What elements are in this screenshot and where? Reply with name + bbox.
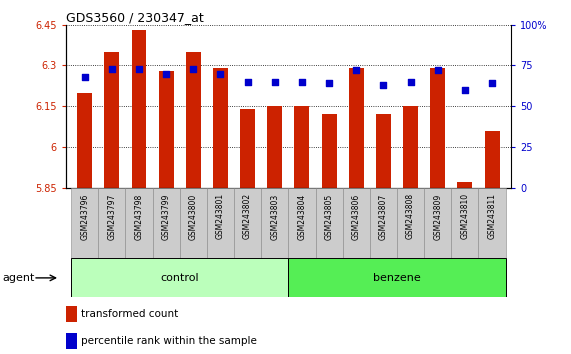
Point	[460, 87, 469, 93]
Point	[352, 68, 361, 73]
Bar	[485, 131, 500, 188]
Bar	[288, 188, 316, 258]
Text: control: control	[160, 273, 199, 283]
Bar	[403, 106, 418, 188]
Bar	[71, 188, 98, 258]
Text: transformed count: transformed count	[81, 309, 179, 319]
Bar	[234, 188, 261, 258]
Text: GSM243810: GSM243810	[460, 193, 469, 239]
Text: GSM243809: GSM243809	[433, 193, 442, 240]
Bar	[288, 258, 505, 297]
Text: GSM243805: GSM243805	[324, 193, 333, 240]
Bar	[104, 52, 119, 188]
Point	[162, 71, 171, 76]
Bar	[370, 188, 397, 258]
Point	[379, 82, 388, 88]
Bar	[321, 114, 336, 188]
Text: GDS3560 / 230347_at: GDS3560 / 230347_at	[66, 11, 203, 24]
Text: GSM243803: GSM243803	[270, 193, 279, 240]
Bar	[478, 188, 505, 258]
Bar	[240, 109, 255, 188]
Text: GSM243808: GSM243808	[406, 193, 415, 239]
Point	[189, 66, 198, 72]
Bar	[267, 106, 282, 188]
Bar	[152, 188, 180, 258]
Point	[297, 79, 307, 85]
Text: GSM243797: GSM243797	[107, 193, 116, 240]
Text: GSM243798: GSM243798	[135, 193, 143, 240]
Bar	[98, 188, 126, 258]
Bar	[77, 93, 92, 188]
Point	[433, 68, 443, 73]
Bar	[295, 106, 309, 188]
Bar	[343, 188, 370, 258]
Text: GSM243802: GSM243802	[243, 193, 252, 239]
Bar	[397, 188, 424, 258]
Bar	[424, 188, 451, 258]
Bar	[457, 182, 472, 188]
Point	[324, 81, 333, 86]
Bar	[207, 188, 234, 258]
Text: GSM243796: GSM243796	[80, 193, 89, 240]
Bar	[66, 333, 77, 349]
Text: agent: agent	[3, 273, 35, 283]
Text: GSM243807: GSM243807	[379, 193, 388, 240]
Bar	[71, 258, 288, 297]
Bar	[66, 306, 77, 322]
Bar	[213, 68, 228, 188]
Text: GSM243811: GSM243811	[488, 193, 497, 239]
Text: GSM243801: GSM243801	[216, 193, 225, 239]
Point	[488, 81, 497, 86]
Bar	[451, 188, 478, 258]
Text: GSM243800: GSM243800	[189, 193, 198, 240]
Point	[80, 74, 89, 80]
Bar	[186, 52, 201, 188]
Bar	[180, 188, 207, 258]
Point	[243, 79, 252, 85]
Point	[134, 66, 143, 72]
Text: GSM243799: GSM243799	[162, 193, 171, 240]
Bar	[431, 68, 445, 188]
Bar	[376, 114, 391, 188]
Bar	[159, 71, 174, 188]
Point	[406, 79, 415, 85]
Bar	[131, 30, 146, 188]
Text: GSM243806: GSM243806	[352, 193, 361, 240]
Bar	[261, 188, 288, 258]
Point	[107, 66, 116, 72]
Bar	[349, 68, 364, 188]
Bar	[316, 188, 343, 258]
Point	[270, 79, 279, 85]
Text: percentile rank within the sample: percentile rank within the sample	[81, 336, 257, 346]
Text: benzene: benzene	[373, 273, 421, 283]
Text: GSM243804: GSM243804	[297, 193, 307, 240]
Bar	[126, 188, 152, 258]
Point	[216, 71, 225, 76]
